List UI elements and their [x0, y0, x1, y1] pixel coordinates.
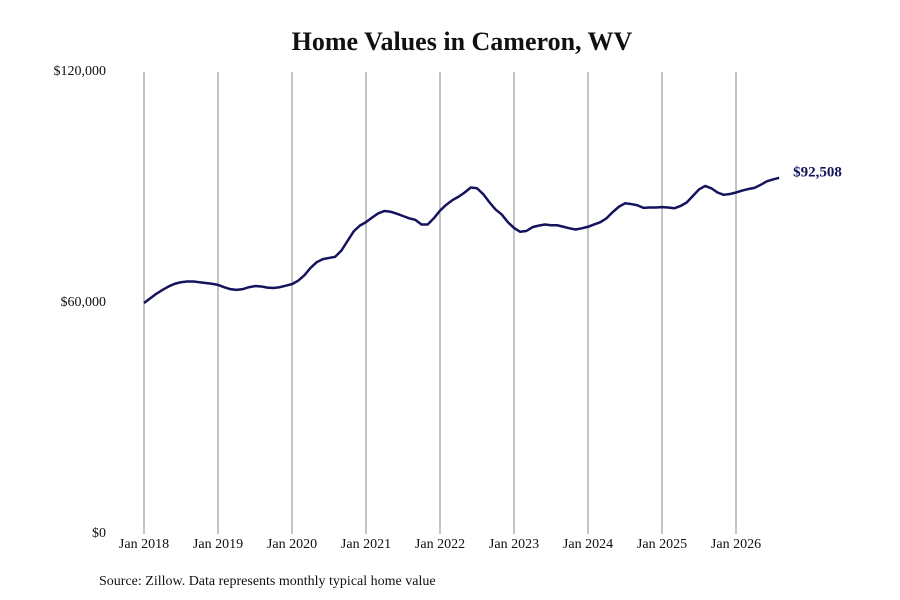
- y-tick-label: $60,000: [61, 295, 107, 310]
- x-tick-label: Jan 2019: [193, 537, 243, 552]
- y-tick-label: $0: [92, 526, 106, 541]
- y-tick-label: $120,000: [54, 64, 107, 79]
- x-tick-label: Jan 2025: [637, 537, 687, 552]
- value-label: $92,508: [793, 164, 842, 180]
- source-note: Source: Zillow. Data represents monthly …: [99, 574, 436, 589]
- x-tick-label: Jan 2022: [415, 537, 465, 552]
- x-tick-label: Jan 2021: [341, 537, 391, 552]
- x-tick-label: Jan 2026: [711, 537, 761, 552]
- x-tick-label: Jan 2020: [267, 537, 317, 552]
- x-tick-label: Jan 2023: [489, 537, 539, 552]
- line: [143, 176, 780, 305]
- chart-title: Home Values in Cameron, WV: [292, 27, 633, 56]
- x-tick-label: Jan 2024: [563, 537, 613, 552]
- x-tick-label: Jan 2018: [119, 537, 169, 552]
